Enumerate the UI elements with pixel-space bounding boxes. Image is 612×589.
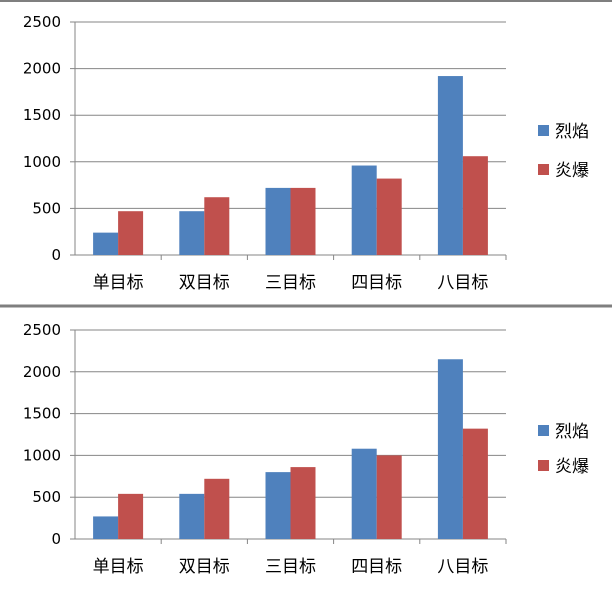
y-tick-label: 1000 xyxy=(23,153,61,171)
bar-lieyan xyxy=(351,165,377,255)
y-tick-label: 0 xyxy=(51,530,61,548)
bar-yanbao xyxy=(118,493,144,539)
y-tick-label: 500 xyxy=(32,199,61,217)
y-tick-label: 2000 xyxy=(23,363,61,381)
legend-label: 炎爆 xyxy=(555,161,589,181)
y-tick-label: 500 xyxy=(32,488,61,506)
bar-lieyan xyxy=(93,232,119,255)
legend-label: 炎爆 xyxy=(555,457,589,477)
y-tick-label: 0 xyxy=(51,246,61,264)
x-category-label: 四目标 xyxy=(351,273,402,293)
y-tick-label: 2500 xyxy=(23,13,61,31)
y-tick-label: 1500 xyxy=(23,405,61,423)
y-tick-label: 2000 xyxy=(23,60,61,78)
bar-yanbao xyxy=(376,178,402,255)
bar-lieyan xyxy=(179,211,205,255)
bar-yanbao xyxy=(118,211,144,255)
x-category-label: 三目标 xyxy=(265,557,316,577)
bar-yanbao xyxy=(376,455,402,539)
bar-yanbao xyxy=(204,478,230,539)
bar-lieyan xyxy=(437,76,463,255)
y-tick-label: 1500 xyxy=(23,106,61,124)
legend-label: 烈焰 xyxy=(555,122,589,142)
x-category-label: 双目标 xyxy=(179,273,230,293)
bar-yanbao xyxy=(290,187,316,255)
x-category-label: 单目标 xyxy=(93,273,144,293)
x-category-label: 四目标 xyxy=(351,557,402,577)
y-tick-label: 1000 xyxy=(23,446,61,464)
x-category-label: 三目标 xyxy=(265,273,316,293)
bar-lieyan xyxy=(265,472,291,539)
bar-lieyan xyxy=(179,493,205,539)
bar-lieyan xyxy=(437,359,463,539)
legend-swatch xyxy=(538,164,549,175)
legend-swatch xyxy=(538,425,549,436)
y-tick-label: 2500 xyxy=(23,321,61,339)
bar-yanbao xyxy=(462,156,488,255)
bar-yanbao xyxy=(204,197,230,255)
bar-lieyan xyxy=(265,187,291,255)
legend-label: 烈焰 xyxy=(555,422,589,442)
bar-yanbao xyxy=(462,428,488,539)
x-category-label: 八目标 xyxy=(437,273,488,293)
legend-swatch xyxy=(538,460,549,471)
bar-lieyan xyxy=(93,516,119,539)
bar-lieyan xyxy=(351,448,377,539)
x-category-label: 双目标 xyxy=(179,557,230,577)
bar-yanbao xyxy=(290,467,316,539)
x-category-label: 八目标 xyxy=(437,557,488,577)
x-category-label: 单目标 xyxy=(93,557,144,577)
legend-swatch xyxy=(538,125,549,136)
